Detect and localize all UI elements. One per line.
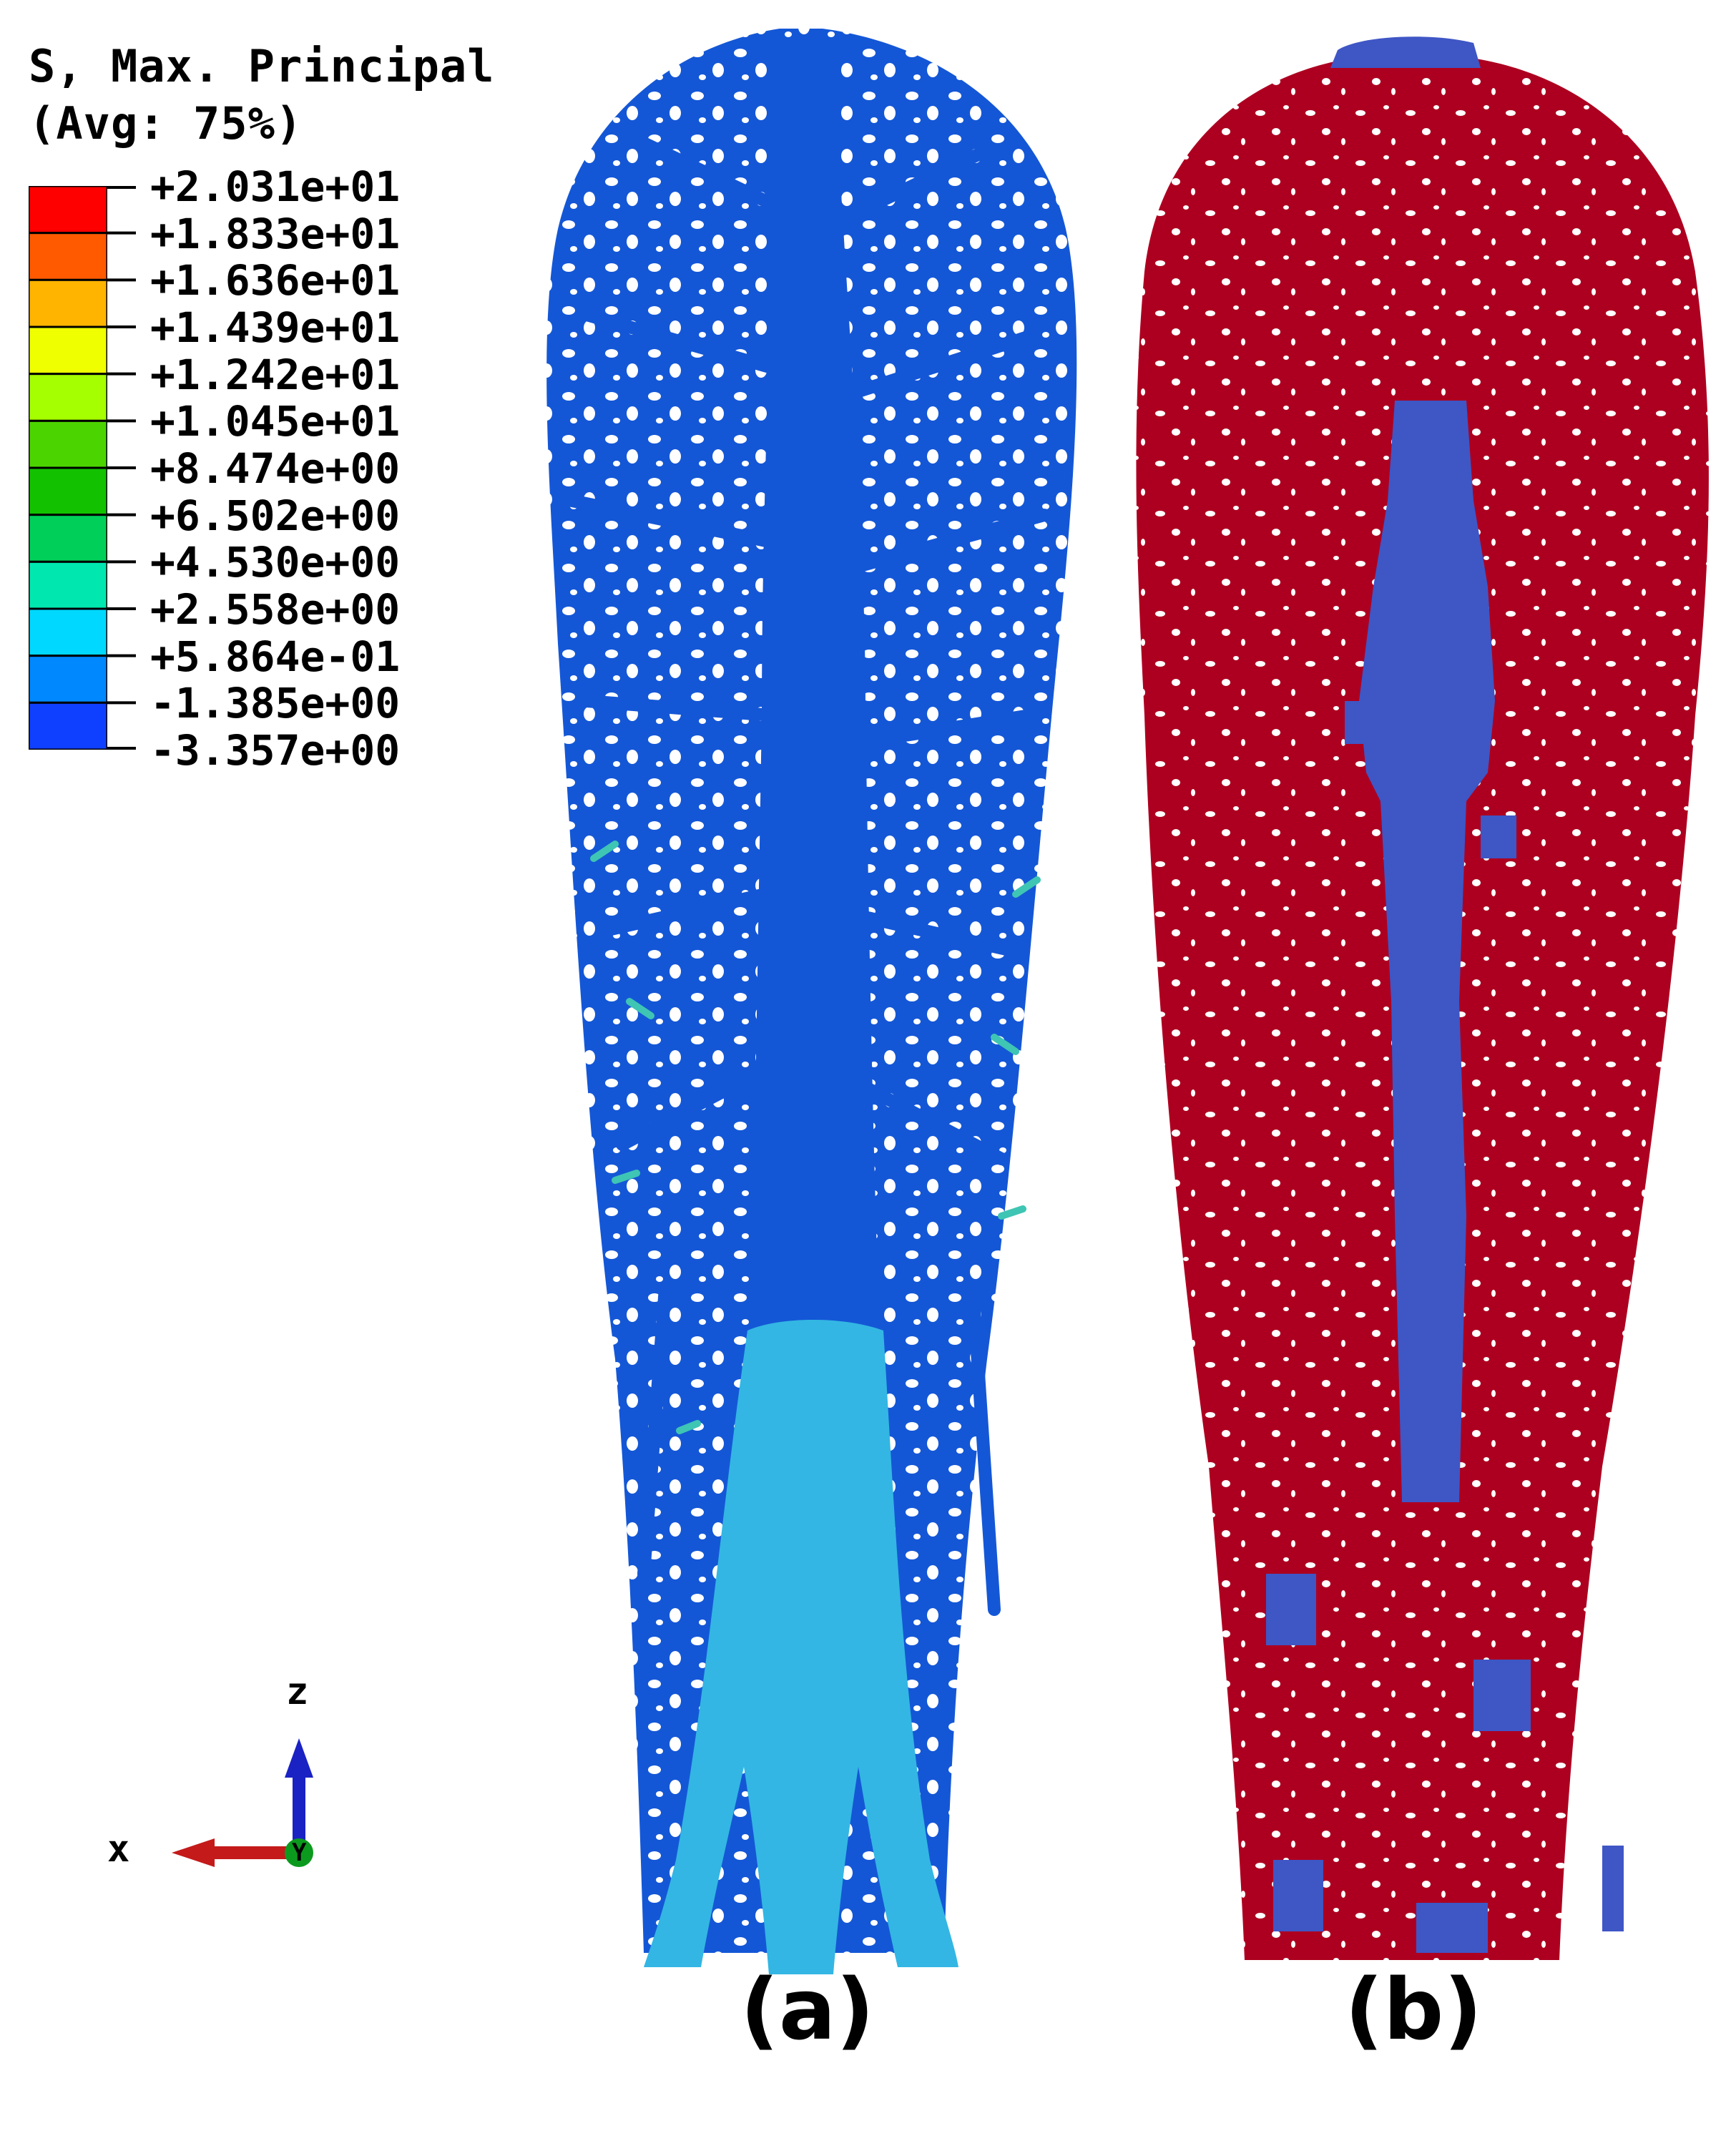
y-axis-label: Y	[292, 1838, 307, 1867]
panel-a-base	[644, 1320, 958, 1974]
legend-colorbar	[29, 186, 107, 750]
legend-tick-label: +1.045e+01	[150, 397, 401, 446]
legend-tick-label: +5.864e-01	[150, 632, 401, 681]
legend-tick-label: +1.833e+01	[150, 209, 401, 258]
legend-tick-label: -1.385e+00	[150, 679, 401, 728]
legend-tick-label: +1.439e+01	[150, 303, 401, 352]
panel-b-top-cap	[1330, 36, 1481, 68]
x-axis-arrowhead	[172, 1838, 215, 1867]
panel-a-accent-strokes	[590, 841, 1041, 1434]
legend-tick-marks	[107, 186, 136, 750]
y-axis-marker	[285, 1838, 313, 1867]
panel-b-label: (b)	[1345, 1960, 1483, 2059]
legend-tick-label: +1.242e+01	[150, 350, 401, 399]
panel-a-label: (a)	[740, 1960, 875, 2059]
legend-subtitle: (Avg: 75%)	[29, 97, 303, 150]
legend-band	[29, 419, 107, 469]
legend-tick-label: +2.031e+01	[150, 162, 401, 211]
legend-band	[29, 466, 107, 516]
legend-band	[29, 560, 107, 610]
z-axis-label: z	[286, 1670, 309, 1713]
legend-tick-label: +4.530e+00	[150, 538, 401, 587]
legend-tick-label: +6.502e+00	[150, 491, 401, 540]
legend-tick-label: -3.357e+00	[150, 726, 401, 775]
legend-tick-label: +8.474e+00	[150, 444, 401, 493]
legend-tick-label: +1.636e+01	[150, 256, 401, 305]
legend-title: S, Max. Principal	[29, 40, 495, 92]
legend-tick-label: +2.558e+00	[150, 585, 401, 634]
panel-a-model	[544, 29, 1087, 1974]
panel-b-core-region	[1359, 401, 1495, 1502]
z-axis-arrowhead	[285, 1738, 313, 1778]
coordinate-triad	[172, 1738, 313, 1867]
x-axis-label: x	[107, 1828, 130, 1871]
panel-a-branches	[566, 137, 1051, 1616]
panel-b-model	[1130, 36, 1717, 1974]
